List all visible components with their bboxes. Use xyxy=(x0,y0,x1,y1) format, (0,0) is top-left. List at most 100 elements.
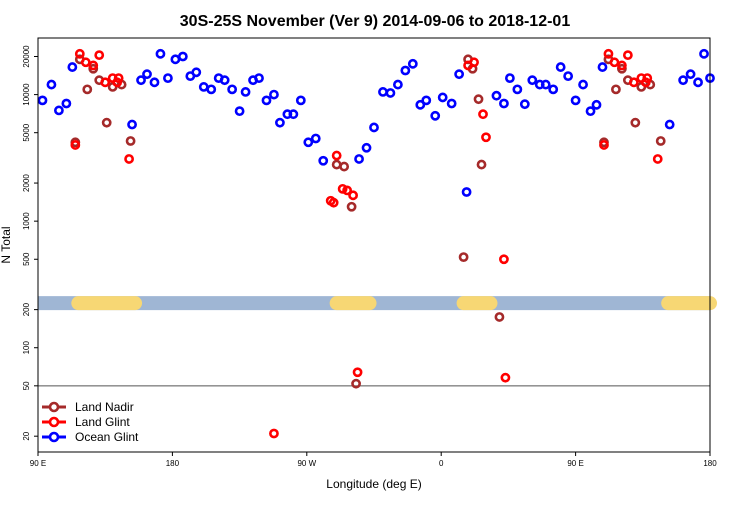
series-land-nadir xyxy=(70,54,666,389)
data-point xyxy=(652,154,663,164)
data-point xyxy=(599,140,609,150)
y-tick-label: 50 xyxy=(22,381,31,390)
data-point xyxy=(603,48,614,59)
data-point xyxy=(664,119,675,130)
data-point xyxy=(124,154,134,164)
data-point xyxy=(478,109,488,120)
data-point xyxy=(127,119,137,130)
y-axis-label: N Total xyxy=(0,226,13,263)
x-tick-label: 180 xyxy=(703,459,717,468)
data-point xyxy=(458,252,469,263)
x-axis-label: Longitude (deg E) xyxy=(326,477,421,491)
data-point xyxy=(82,84,93,95)
data-point xyxy=(155,48,166,59)
data-point xyxy=(591,99,602,110)
x-tick-label: 90 E xyxy=(30,459,46,468)
data-point xyxy=(240,87,251,97)
data-point xyxy=(219,75,230,86)
x-axis: 90 E 180 90 W 0 90 E 180 xyxy=(30,452,717,468)
data-point xyxy=(597,62,608,72)
data-point xyxy=(555,62,566,72)
points-layer xyxy=(37,48,715,439)
data-point xyxy=(163,73,173,83)
data-point xyxy=(540,79,551,90)
data-point xyxy=(437,92,448,103)
data-point xyxy=(100,77,111,88)
data-point xyxy=(699,48,709,59)
data-point xyxy=(678,75,689,86)
data-point xyxy=(461,187,472,197)
legend-label: Land Nadir xyxy=(75,400,134,414)
data-point xyxy=(88,60,99,71)
data-point xyxy=(499,254,509,265)
data-point xyxy=(54,105,64,116)
data-point xyxy=(504,73,515,83)
data-point xyxy=(392,79,403,90)
y-axis: 20 50 100 200 500 1000 2000 5000 10000 20000 xyxy=(22,45,38,441)
data-point xyxy=(352,367,363,378)
data-point xyxy=(630,117,641,128)
data-point xyxy=(415,99,426,110)
data-point xyxy=(446,98,457,109)
data-point xyxy=(125,136,136,146)
data-point xyxy=(473,94,484,105)
legend-swatch-marker xyxy=(48,431,60,443)
data-point xyxy=(227,84,238,95)
data-point xyxy=(94,50,105,61)
data-point xyxy=(570,95,581,106)
data-point xyxy=(348,190,358,201)
data-point xyxy=(269,428,279,439)
legend-swatch-marker xyxy=(48,401,60,413)
series-ocean-glint xyxy=(37,48,715,197)
data-point xyxy=(136,75,146,86)
data-point xyxy=(149,77,160,88)
data-point xyxy=(421,95,432,106)
legend-label: Land Glint xyxy=(75,415,130,429)
data-point xyxy=(385,88,396,98)
data-point xyxy=(378,87,388,97)
data-point xyxy=(622,50,633,61)
y-tick-label: 200 xyxy=(22,302,31,316)
data-point xyxy=(328,197,339,208)
data-point xyxy=(354,154,364,164)
data-point xyxy=(70,140,81,150)
data-point xyxy=(578,79,588,90)
data-point xyxy=(88,63,99,74)
data-point xyxy=(61,98,72,109)
x-tick-label: 180 xyxy=(166,459,180,468)
y-tick-label: 5000 xyxy=(22,123,31,141)
data-point xyxy=(275,117,285,128)
data-point xyxy=(101,117,112,128)
data-point xyxy=(655,136,666,146)
data-point xyxy=(337,183,348,194)
y-tick-label: 10000 xyxy=(22,83,31,106)
y-tick-label: 20 xyxy=(22,431,31,440)
series-land-glint xyxy=(70,48,663,439)
data-point xyxy=(142,69,152,80)
data-point xyxy=(491,90,502,101)
y-tick-label: 2000 xyxy=(22,174,31,192)
data-point xyxy=(198,82,209,92)
legend-swatch-marker xyxy=(48,416,60,428)
data-point xyxy=(269,89,279,100)
data-point xyxy=(351,378,361,389)
data-point xyxy=(400,65,411,76)
data-point xyxy=(369,122,379,133)
data-point xyxy=(494,312,505,322)
legend-item-ocean-glint: Ocean Glint xyxy=(42,430,139,444)
data-point xyxy=(346,201,357,212)
legend-item-land-glint: Land Glint xyxy=(42,415,130,429)
data-point xyxy=(206,84,217,95)
data-point xyxy=(37,95,48,106)
y-tick-label: 500 xyxy=(22,252,31,266)
data-point xyxy=(342,185,353,196)
data-point xyxy=(67,62,78,72)
data-point xyxy=(616,63,627,74)
data-point xyxy=(261,95,272,106)
data-point xyxy=(339,161,350,172)
data-point xyxy=(616,60,627,71)
data-point xyxy=(191,67,202,78)
legend-item-land-nadir: Land Nadir xyxy=(42,400,134,414)
